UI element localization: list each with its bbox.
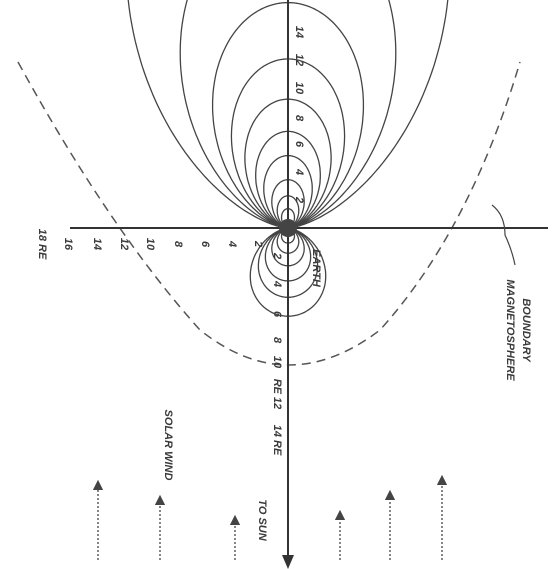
boundary-label: BOUNDARY [520, 298, 532, 363]
axis-label: 4 [293, 168, 305, 175]
axis-label: 2 [271, 252, 283, 259]
axis-label: 6 [271, 311, 283, 318]
axis-label: 10 [144, 238, 156, 251]
axis-label: 10 [293, 82, 305, 95]
axis-label: 4 [271, 280, 283, 287]
axis-label: 14 [91, 238, 103, 250]
axis-label: 12 [293, 54, 305, 66]
axis-label: 2 [252, 240, 264, 247]
field-line [179, 0, 397, 229]
field-line [127, 0, 449, 229]
axis-label: 8 [293, 115, 305, 122]
axis-label: 10 [271, 356, 283, 369]
to-sun-label: TO SUN [256, 499, 268, 541]
axis-label: 18 RE [36, 229, 48, 260]
solar-wind-label: SOLAR WIND [162, 410, 174, 481]
axis-label: 6 [199, 241, 211, 248]
sun-arrow [282, 555, 294, 569]
earth-label: EARTH [310, 249, 322, 288]
axis-label: RE 12 [271, 379, 283, 410]
axis-label: 4 [226, 240, 238, 247]
axis-label: 8 [271, 337, 283, 344]
axis-label: 14 [293, 26, 305, 38]
axis-label: 16 [62, 238, 74, 251]
earth [279, 219, 297, 237]
boundary-pointer [491, 204, 516, 266]
boundary-label: MAGNETOSPHERE [504, 279, 516, 381]
axis-label: 2 [293, 196, 305, 203]
axis-label: 6 [293, 141, 305, 148]
solar-wind-arrows [92, 474, 448, 560]
axis-label: 8 [172, 241, 184, 248]
axis-label: 12 [118, 238, 130, 250]
axis-label: 14 RE [271, 425, 283, 456]
